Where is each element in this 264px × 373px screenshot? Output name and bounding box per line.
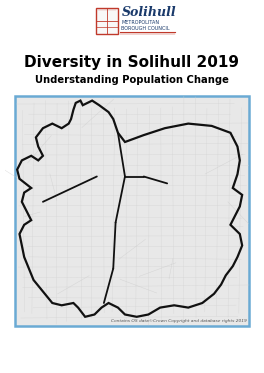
Text: Diversity in Solihull 2019: Diversity in Solihull 2019 xyxy=(25,54,239,69)
Text: BOROUGH COUNCIL: BOROUGH COUNCIL xyxy=(121,25,170,31)
Bar xyxy=(15,96,249,326)
Text: Understanding Population Change: Understanding Population Change xyxy=(35,75,229,85)
Text: Solihull: Solihull xyxy=(121,6,176,19)
Text: METROPOLITAN: METROPOLITAN xyxy=(121,21,159,25)
FancyBboxPatch shape xyxy=(96,8,117,34)
Text: Contains OS data©Crown Copyright and database rights 2019: Contains OS data©Crown Copyright and dat… xyxy=(111,319,246,323)
